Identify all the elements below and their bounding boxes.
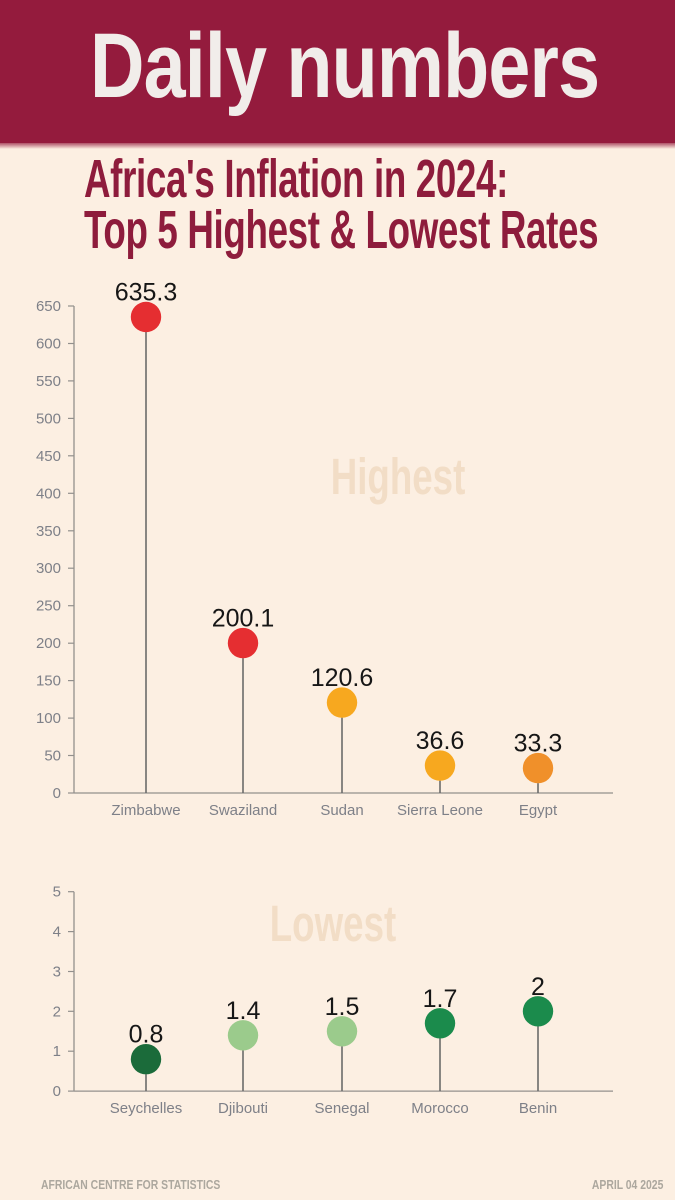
svg-text:300: 300	[36, 560, 61, 577]
svg-text:Sierra Leone: Sierra Leone	[397, 802, 483, 819]
svg-text:Sudan: Sudan	[320, 802, 363, 819]
svg-text:Djibouti: Djibouti	[218, 1100, 268, 1117]
svg-text:5: 5	[53, 884, 61, 901]
svg-text:1: 1	[53, 1043, 61, 1060]
svg-text:1.7: 1.7	[423, 985, 458, 1013]
svg-text:2: 2	[531, 973, 545, 1001]
svg-text:200.1: 200.1	[212, 605, 275, 633]
svg-text:500: 500	[36, 410, 61, 427]
svg-text:120.6: 120.6	[311, 664, 374, 692]
svg-text:33.3: 33.3	[514, 730, 563, 758]
svg-text:1.4: 1.4	[226, 997, 261, 1025]
svg-text:150: 150	[36, 673, 61, 690]
svg-text:200: 200	[36, 635, 61, 652]
svg-text:650: 650	[36, 298, 61, 315]
svg-text:1.5: 1.5	[325, 993, 360, 1021]
svg-text:350: 350	[36, 523, 61, 540]
svg-text:100: 100	[36, 710, 61, 727]
svg-text:250: 250	[36, 598, 61, 615]
svg-text:600: 600	[36, 336, 61, 353]
svg-text:4: 4	[53, 924, 61, 941]
svg-text:36.6: 36.6	[416, 727, 465, 755]
svg-text:0: 0	[53, 1083, 61, 1100]
svg-text:50: 50	[44, 748, 61, 765]
svg-text:0: 0	[53, 785, 61, 802]
svg-text:450: 450	[36, 448, 61, 465]
svg-text:Lowest: Lowest	[270, 896, 397, 952]
svg-text:Swaziland: Swaziland	[209, 802, 277, 819]
svg-text:Egypt: Egypt	[519, 802, 558, 819]
svg-text:3: 3	[53, 964, 61, 981]
svg-text:Highest: Highest	[331, 449, 466, 505]
svg-text:Seychelles: Seychelles	[110, 1100, 183, 1117]
svg-text:Morocco: Morocco	[411, 1100, 469, 1117]
svg-text:0.8: 0.8	[129, 1021, 164, 1049]
svg-text:400: 400	[36, 485, 61, 502]
svg-text:Senegal: Senegal	[314, 1100, 369, 1117]
svg-text:Benin: Benin	[519, 1100, 557, 1117]
svg-text:550: 550	[36, 373, 61, 390]
svg-text:Zimbabwe: Zimbabwe	[111, 802, 180, 819]
svg-text:635.3: 635.3	[115, 279, 178, 307]
svg-text:2: 2	[53, 1003, 61, 1020]
